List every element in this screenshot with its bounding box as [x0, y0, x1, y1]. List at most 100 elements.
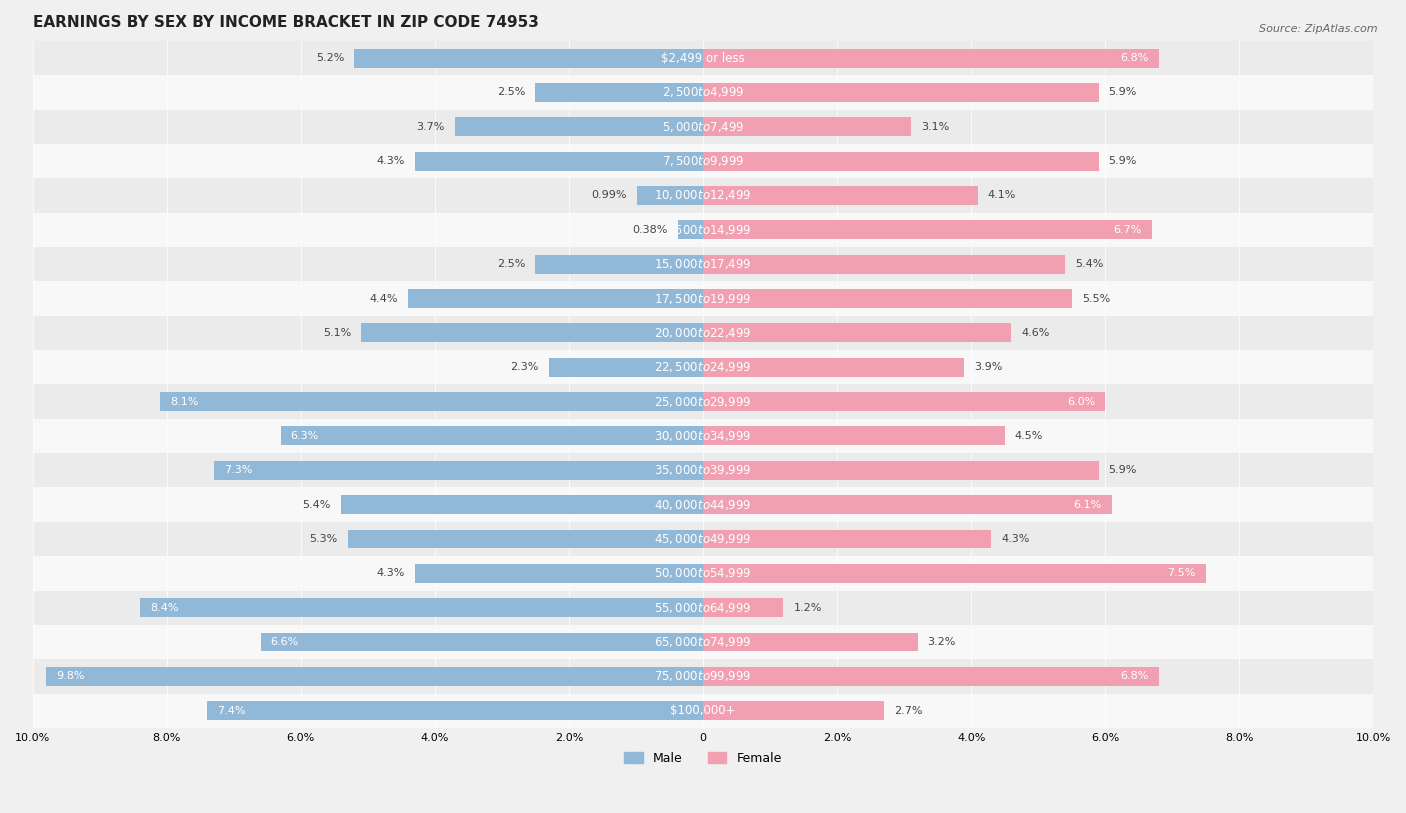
Bar: [703, 49, 1159, 67]
Text: $45,000 to $49,999: $45,000 to $49,999: [654, 532, 752, 546]
Bar: [703, 83, 1098, 102]
Text: 5.4%: 5.4%: [302, 500, 330, 510]
Text: 2.3%: 2.3%: [510, 363, 538, 372]
Bar: [703, 529, 991, 549]
Text: $20,000 to $22,499: $20,000 to $22,499: [654, 326, 752, 340]
Text: $12,500 to $14,999: $12,500 to $14,999: [654, 223, 752, 237]
Text: $35,000 to $39,999: $35,000 to $39,999: [654, 463, 752, 477]
Text: 6.3%: 6.3%: [291, 431, 319, 441]
Bar: [415, 564, 703, 583]
Text: 6.7%: 6.7%: [1114, 225, 1142, 235]
Text: 4.3%: 4.3%: [377, 156, 405, 166]
Text: 4.1%: 4.1%: [988, 190, 1017, 201]
Text: $75,000 to $99,999: $75,000 to $99,999: [654, 669, 752, 684]
Bar: [32, 556, 1374, 590]
Bar: [32, 453, 1374, 488]
Text: 4.4%: 4.4%: [370, 293, 398, 303]
Bar: [703, 598, 783, 617]
Text: 5.5%: 5.5%: [1081, 293, 1109, 303]
Bar: [361, 324, 703, 342]
Text: 6.1%: 6.1%: [1074, 500, 1102, 510]
Text: $17,500 to $19,999: $17,500 to $19,999: [654, 292, 752, 306]
Text: $22,500 to $24,999: $22,500 to $24,999: [654, 360, 752, 374]
Text: 5.4%: 5.4%: [1076, 259, 1104, 269]
Text: $100,000+: $100,000+: [671, 704, 735, 717]
Bar: [260, 633, 703, 651]
Bar: [32, 488, 1374, 522]
Bar: [703, 358, 965, 376]
Text: 2.7%: 2.7%: [894, 706, 922, 715]
Text: $30,000 to $34,999: $30,000 to $34,999: [654, 429, 752, 443]
Text: $40,000 to $44,999: $40,000 to $44,999: [654, 498, 752, 511]
Bar: [32, 385, 1374, 419]
Text: 6.8%: 6.8%: [1121, 53, 1149, 63]
Text: EARNINGS BY SEX BY INCOME BRACKET IN ZIP CODE 74953: EARNINGS BY SEX BY INCOME BRACKET IN ZIP…: [32, 15, 538, 30]
Text: 8.1%: 8.1%: [170, 397, 198, 406]
Bar: [32, 110, 1374, 144]
Text: 6.0%: 6.0%: [1067, 397, 1095, 406]
Bar: [32, 144, 1374, 178]
Bar: [703, 220, 1152, 239]
Text: 5.9%: 5.9%: [1108, 88, 1137, 98]
Text: $65,000 to $74,999: $65,000 to $74,999: [654, 635, 752, 649]
Text: 3.2%: 3.2%: [928, 637, 956, 647]
Text: 5.9%: 5.9%: [1108, 156, 1137, 166]
Bar: [703, 152, 1098, 171]
Bar: [160, 392, 703, 411]
Bar: [415, 152, 703, 171]
Text: 7.5%: 7.5%: [1167, 568, 1195, 578]
Text: 2.5%: 2.5%: [496, 259, 526, 269]
Text: $15,000 to $17,499: $15,000 to $17,499: [654, 257, 752, 272]
Bar: [703, 254, 1064, 274]
Bar: [703, 289, 1071, 308]
Bar: [32, 76, 1374, 110]
Text: $2,499 or less: $2,499 or less: [661, 51, 745, 64]
Bar: [703, 633, 918, 651]
Bar: [703, 186, 977, 205]
Bar: [32, 281, 1374, 315]
Bar: [32, 41, 1374, 76]
Text: 7.4%: 7.4%: [217, 706, 246, 715]
Bar: [139, 598, 703, 617]
Bar: [32, 659, 1374, 693]
Text: 8.4%: 8.4%: [150, 602, 179, 613]
Bar: [342, 495, 703, 514]
Text: $55,000 to $64,999: $55,000 to $64,999: [654, 601, 752, 615]
Text: 3.1%: 3.1%: [921, 122, 949, 132]
Bar: [703, 495, 1112, 514]
Text: $10,000 to $12,499: $10,000 to $12,499: [654, 189, 752, 202]
Bar: [408, 289, 703, 308]
Text: 5.9%: 5.9%: [1108, 465, 1137, 476]
Bar: [32, 350, 1374, 385]
Text: 6.8%: 6.8%: [1121, 672, 1149, 681]
Bar: [32, 590, 1374, 625]
Text: 3.9%: 3.9%: [974, 363, 1002, 372]
Text: 6.6%: 6.6%: [270, 637, 299, 647]
Bar: [703, 427, 1005, 446]
Bar: [548, 358, 703, 376]
Bar: [281, 427, 703, 446]
Text: 4.3%: 4.3%: [377, 568, 405, 578]
Text: $25,000 to $29,999: $25,000 to $29,999: [654, 394, 752, 409]
Text: Source: ZipAtlas.com: Source: ZipAtlas.com: [1260, 24, 1378, 34]
Bar: [32, 522, 1374, 556]
Text: 7.3%: 7.3%: [224, 465, 252, 476]
Bar: [32, 419, 1374, 453]
Bar: [214, 461, 703, 480]
Bar: [456, 117, 703, 137]
Text: 0.38%: 0.38%: [633, 225, 668, 235]
Bar: [637, 186, 703, 205]
Text: 5.3%: 5.3%: [309, 534, 337, 544]
Text: 4.5%: 4.5%: [1015, 431, 1043, 441]
Text: 4.3%: 4.3%: [1001, 534, 1029, 544]
Bar: [703, 461, 1098, 480]
Text: 5.1%: 5.1%: [323, 328, 352, 338]
Text: 9.8%: 9.8%: [56, 672, 84, 681]
Text: $7,500 to $9,999: $7,500 to $9,999: [662, 154, 744, 168]
Bar: [703, 564, 1206, 583]
Text: 2.5%: 2.5%: [496, 88, 526, 98]
Bar: [354, 49, 703, 67]
Bar: [32, 625, 1374, 659]
Text: 5.2%: 5.2%: [316, 53, 344, 63]
Bar: [703, 667, 1159, 686]
